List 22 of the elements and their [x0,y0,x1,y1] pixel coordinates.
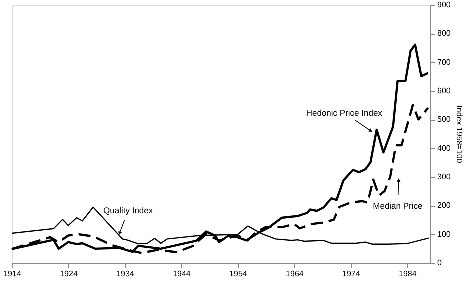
y-axis-title: Index 1958=100 [454,106,464,164]
y-tick-label: 800 [438,29,452,38]
y-tick-label: 500 [438,115,452,124]
x-tick-label: 1934 [116,270,135,278]
x-tick-label: 1954 [230,270,248,278]
y-tick-label: 600 [438,86,452,96]
y-tick-label: 900 [438,0,452,10]
y-tick-label: 700 [438,58,452,67]
x-tick-label: 1944 [173,270,192,278]
annotation: Quality Index [104,206,154,216]
x-tick-label: 1974 [342,270,361,278]
annotation: Hedonic Price Index [306,108,384,118]
y-tick-label: 0 [438,258,442,268]
annotation: Median Price [373,201,424,212]
x-tick-label: 1964 [286,270,304,278]
x-tick-label: 1984 [399,270,418,278]
y-tick-label: 100 [438,230,452,239]
y-tick-label: 200 [438,201,452,210]
y-tick-label: 400 [438,144,452,153]
x-tick-label: 1914 [4,270,22,278]
y-tick-label: 300 [438,172,452,182]
x-tick-label: 1924 [60,270,78,278]
